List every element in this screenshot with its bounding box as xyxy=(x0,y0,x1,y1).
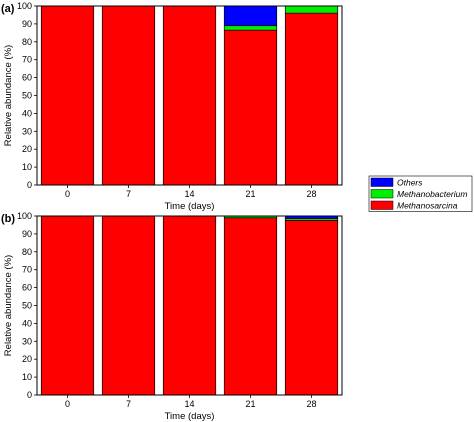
y-tick-label: 90 xyxy=(22,229,32,239)
x-tick-label: 7 xyxy=(126,399,131,409)
y-tick-label: 40 xyxy=(22,108,32,118)
x-tick-label: 0 xyxy=(65,189,70,199)
bar-methanobacterium-day-21 xyxy=(223,25,278,31)
y-tick-label: 70 xyxy=(22,265,32,275)
bar-methanosarcina-day-7 xyxy=(101,215,156,396)
legend-label-others: Others xyxy=(397,178,423,188)
y-axis-title: Relative abundance (%) xyxy=(3,255,14,356)
x-tick-label: 21 xyxy=(245,189,255,199)
y-tick-label: 20 xyxy=(22,144,32,154)
x-tick-label: 21 xyxy=(245,399,255,409)
legend-swatch-methanobacterium xyxy=(370,189,394,199)
bar-methanosarcina-day-28 xyxy=(284,12,339,186)
y-tick-label: 10 xyxy=(22,162,32,172)
bar-methanosarcina-day-0 xyxy=(40,215,95,396)
y-tick-label: 30 xyxy=(22,126,32,136)
y-tick-label: 60 xyxy=(22,73,32,83)
x-tick-label: 0 xyxy=(65,399,70,409)
chart-panel-1: 0 7 14 21 28 0 10 20 30 40 50 60 70 80 90 100 Time (days… xyxy=(1,1,343,212)
chart-panel-2: 0 7 14 21 28 0 10 20 30 40 50 60 70 80 90 100 Time (days… xyxy=(1,211,343,422)
panel-label: (b) xyxy=(1,213,15,225)
bar-others-day-21 xyxy=(223,5,278,27)
bar-methanobacterium-day-28 xyxy=(284,5,339,14)
y-tick-label: 100 xyxy=(17,211,32,221)
y-tick-label: 60 xyxy=(22,283,32,293)
bar-methanosarcina-day-21 xyxy=(223,217,278,396)
y-tick-label: 10 xyxy=(22,372,32,382)
legend-swatch-methanosarcina xyxy=(370,200,394,210)
x-tick-label: 28 xyxy=(306,399,316,409)
y-axis-title: Relative abundance (%) xyxy=(3,45,14,146)
y-tick-label: 30 xyxy=(22,336,32,346)
bar-methanosarcina-day-0 xyxy=(40,5,95,186)
y-tick-label: 70 xyxy=(22,55,32,65)
y-tick-label: 40 xyxy=(22,318,32,328)
bar-methanosarcina-day-14 xyxy=(162,215,217,396)
bar-methanosarcina-day-7 xyxy=(101,5,156,186)
x-axis-title: Time (days) xyxy=(165,201,215,212)
x-tick-label: 14 xyxy=(184,189,194,199)
y-tick-label: 50 xyxy=(22,91,32,101)
x-tick-label: 28 xyxy=(306,189,316,199)
x-tick-label: 14 xyxy=(184,399,194,409)
bar-methanosarcina-day-14 xyxy=(162,5,217,186)
legend-swatch-others xyxy=(370,177,394,187)
y-tick-label: 80 xyxy=(22,37,32,47)
y-tick-label: 0 xyxy=(27,390,32,400)
y-tick-label: 100 xyxy=(17,1,32,11)
bar-methanosarcina-day-21 xyxy=(223,29,278,186)
panel-label: (a) xyxy=(1,3,15,15)
bar-methanosarcina-day-28 xyxy=(284,220,339,396)
y-tick-label: 0 xyxy=(27,180,32,190)
y-tick-label: 20 xyxy=(22,354,32,364)
y-tick-label: 50 xyxy=(22,301,32,311)
x-axis-title: Time (days) xyxy=(165,411,215,422)
legend-label-methanosarcina: Methanosarcina xyxy=(397,201,458,211)
legend-label-methanobacterium: Methanobacterium xyxy=(397,189,467,199)
x-tick-label: 7 xyxy=(126,189,131,199)
y-tick-label: 80 xyxy=(22,247,32,257)
y-tick-label: 90 xyxy=(22,19,32,29)
